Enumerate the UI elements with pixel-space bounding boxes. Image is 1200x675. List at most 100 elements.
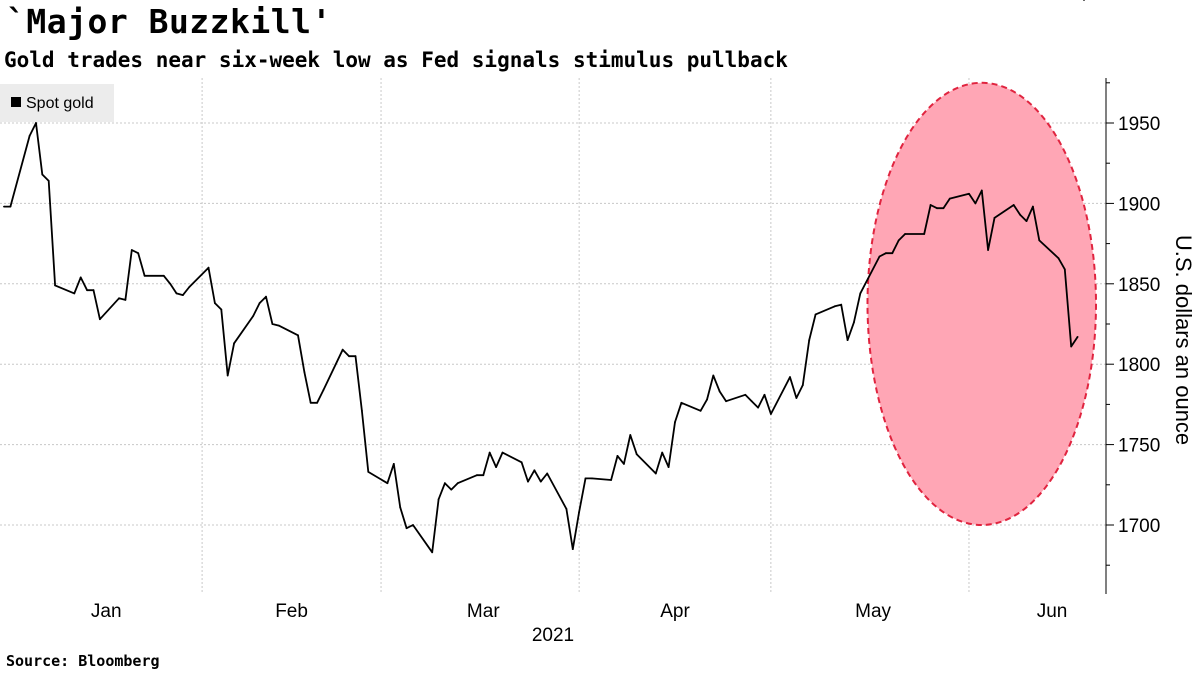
data-point — [54, 284, 56, 287]
data-point — [718, 390, 721, 393]
data-point — [1012, 204, 1015, 206]
data-point — [770, 413, 772, 415]
x-tick-label: May — [855, 601, 891, 622]
data-point — [565, 508, 568, 510]
data-point — [399, 506, 402, 509]
data-point — [987, 249, 989, 251]
data-point — [265, 295, 267, 298]
data-point — [79, 276, 82, 279]
data-point — [654, 472, 657, 475]
data-point — [923, 233, 926, 235]
data-point — [533, 469, 536, 472]
data-point — [9, 205, 12, 208]
data-point — [993, 217, 996, 219]
data-point — [635, 453, 638, 456]
data-point — [175, 292, 178, 295]
data-point — [444, 482, 446, 485]
data-point — [252, 315, 255, 317]
highlight-region — [866, 81, 1097, 526]
data-point — [450, 488, 453, 491]
data-point — [539, 480, 542, 483]
data-point — [233, 342, 236, 345]
y-tick-label: 1850 — [1118, 275, 1160, 296]
data-point — [750, 400, 753, 403]
data-point — [725, 400, 727, 403]
legend-swatch — [11, 97, 21, 107]
data-point — [853, 321, 855, 324]
chart-subtitle: Gold trades near six-week low as Fed sig… — [4, 48, 788, 72]
data-point — [680, 401, 683, 404]
data-point — [904, 233, 906, 235]
data-point — [412, 524, 414, 526]
y-tick-label: 1900 — [1118, 194, 1160, 215]
series-layer — [3, 0, 1085, 554]
data-point — [808, 339, 811, 341]
legend-label: Spot gold — [26, 95, 94, 112]
y-tick-label: 1750 — [1118, 436, 1160, 457]
data-point — [143, 274, 146, 277]
data-point — [801, 384, 804, 386]
data-point — [629, 434, 632, 436]
data-point — [878, 255, 881, 258]
data-point — [667, 466, 670, 468]
data-point — [974, 202, 977, 205]
y-tick-label: 1950 — [1118, 114, 1160, 135]
data-point — [488, 451, 491, 454]
data-point — [456, 482, 459, 485]
data-point — [546, 472, 549, 475]
data-point — [226, 374, 229, 377]
y-axis-title: U.S. dollars an ounce — [1171, 235, 1196, 445]
data-point — [431, 551, 434, 554]
data-point — [386, 482, 389, 485]
data-point — [699, 409, 702, 412]
data-point — [661, 451, 664, 454]
data-point — [437, 498, 440, 501]
data-point — [130, 249, 133, 251]
data-point — [99, 318, 101, 321]
data-point — [623, 463, 625, 465]
data-point — [929, 204, 932, 206]
data-point — [169, 282, 172, 285]
data-point — [591, 477, 593, 480]
axes: 1700 1750 1800 1850 1900 1950 Jan Feb Mar Apr May J… — [91, 78, 1196, 646]
data-point — [616, 455, 619, 457]
data-point — [897, 239, 900, 242]
data-point — [271, 323, 274, 325]
x-axis-label: 2021 — [532, 625, 574, 646]
x-tick-label: Mar — [467, 601, 500, 622]
data-point — [73, 292, 76, 295]
data-point — [885, 252, 887, 255]
data-point — [789, 376, 791, 378]
data-point — [948, 197, 951, 200]
data-point — [1038, 239, 1041, 242]
data-point — [124, 299, 127, 301]
legend: Spot gold — [0, 84, 114, 122]
data-point — [348, 355, 350, 358]
data-point — [712, 374, 715, 377]
source-note: Source: Bloomberg — [6, 652, 160, 670]
data-point — [1019, 213, 1021, 216]
chart-title: `Major Buzzkill' — [6, 2, 332, 41]
data-point — [309, 401, 312, 404]
data-point — [757, 406, 759, 409]
data-point — [137, 252, 140, 255]
data-point — [3, 205, 5, 208]
data-point — [392, 463, 395, 465]
data-point — [1032, 205, 1034, 208]
data-point — [258, 302, 261, 304]
data-point — [188, 286, 191, 288]
data-point — [35, 122, 37, 124]
y-tick-label: 1800 — [1118, 355, 1160, 376]
data-point — [476, 474, 478, 477]
data-point — [1063, 268, 1066, 271]
data-point — [361, 409, 363, 412]
data-point — [980, 189, 983, 192]
data-point — [495, 466, 497, 468]
data-point — [578, 511, 580, 513]
data-point — [220, 308, 223, 311]
data-point — [571, 548, 574, 550]
data-point — [942, 207, 945, 210]
data-point — [322, 389, 325, 391]
data-point — [354, 355, 357, 358]
